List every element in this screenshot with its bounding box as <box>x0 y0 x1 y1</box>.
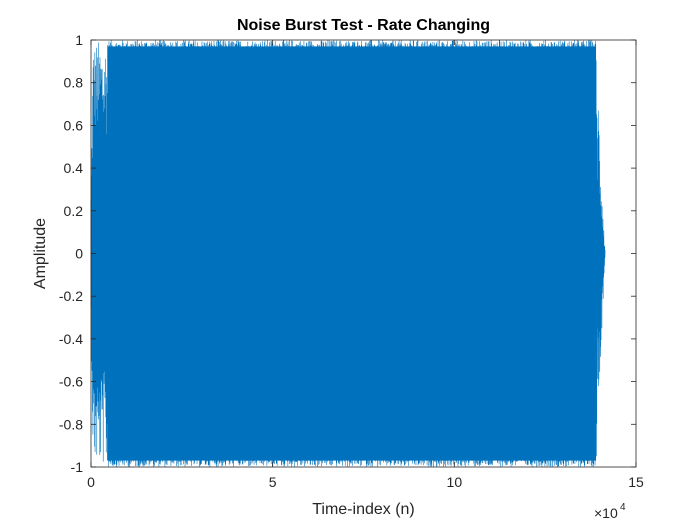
x-tick-label: 0 <box>87 474 95 490</box>
x-axis: 0 5 10 15 <box>87 40 644 490</box>
y-tick-label: -0.4 <box>59 331 83 347</box>
signal-dense-fill <box>107 46 597 461</box>
y-tick-label: 0.8 <box>64 75 84 91</box>
y-axis: -1 -0.8 -0.6 -0.4 -0.2 0 0.2 0.4 0.6 0.8 1 <box>59 32 636 475</box>
y-tick-label: -0.8 <box>59 416 83 432</box>
y-tick-label: -1 <box>71 459 84 475</box>
y-tick-label: 0.2 <box>64 203 84 219</box>
y-tick-label: 0 <box>75 246 83 262</box>
x-exponent-base: ×10 <box>594 505 618 521</box>
y-tick-label: 1 <box>75 32 83 48</box>
signal-trace <box>90 40 606 467</box>
y-tick-label: 0.4 <box>64 160 84 176</box>
y-tick-label: 0.6 <box>64 117 84 133</box>
chart-title: Noise Burst Test - Rate Changing <box>237 17 490 34</box>
x-exponent-power: 4 <box>620 502 626 513</box>
y-tick-label: -0.6 <box>59 374 83 390</box>
x-tick-label: 15 <box>628 474 644 490</box>
x-axis-label: Time-index (n) <box>312 501 415 518</box>
x-tick-label: 10 <box>447 474 463 490</box>
y-tick-label: -0.2 <box>59 288 83 304</box>
x-tick-label: 5 <box>269 474 277 490</box>
y-axis-label: Amplitude <box>32 218 49 289</box>
